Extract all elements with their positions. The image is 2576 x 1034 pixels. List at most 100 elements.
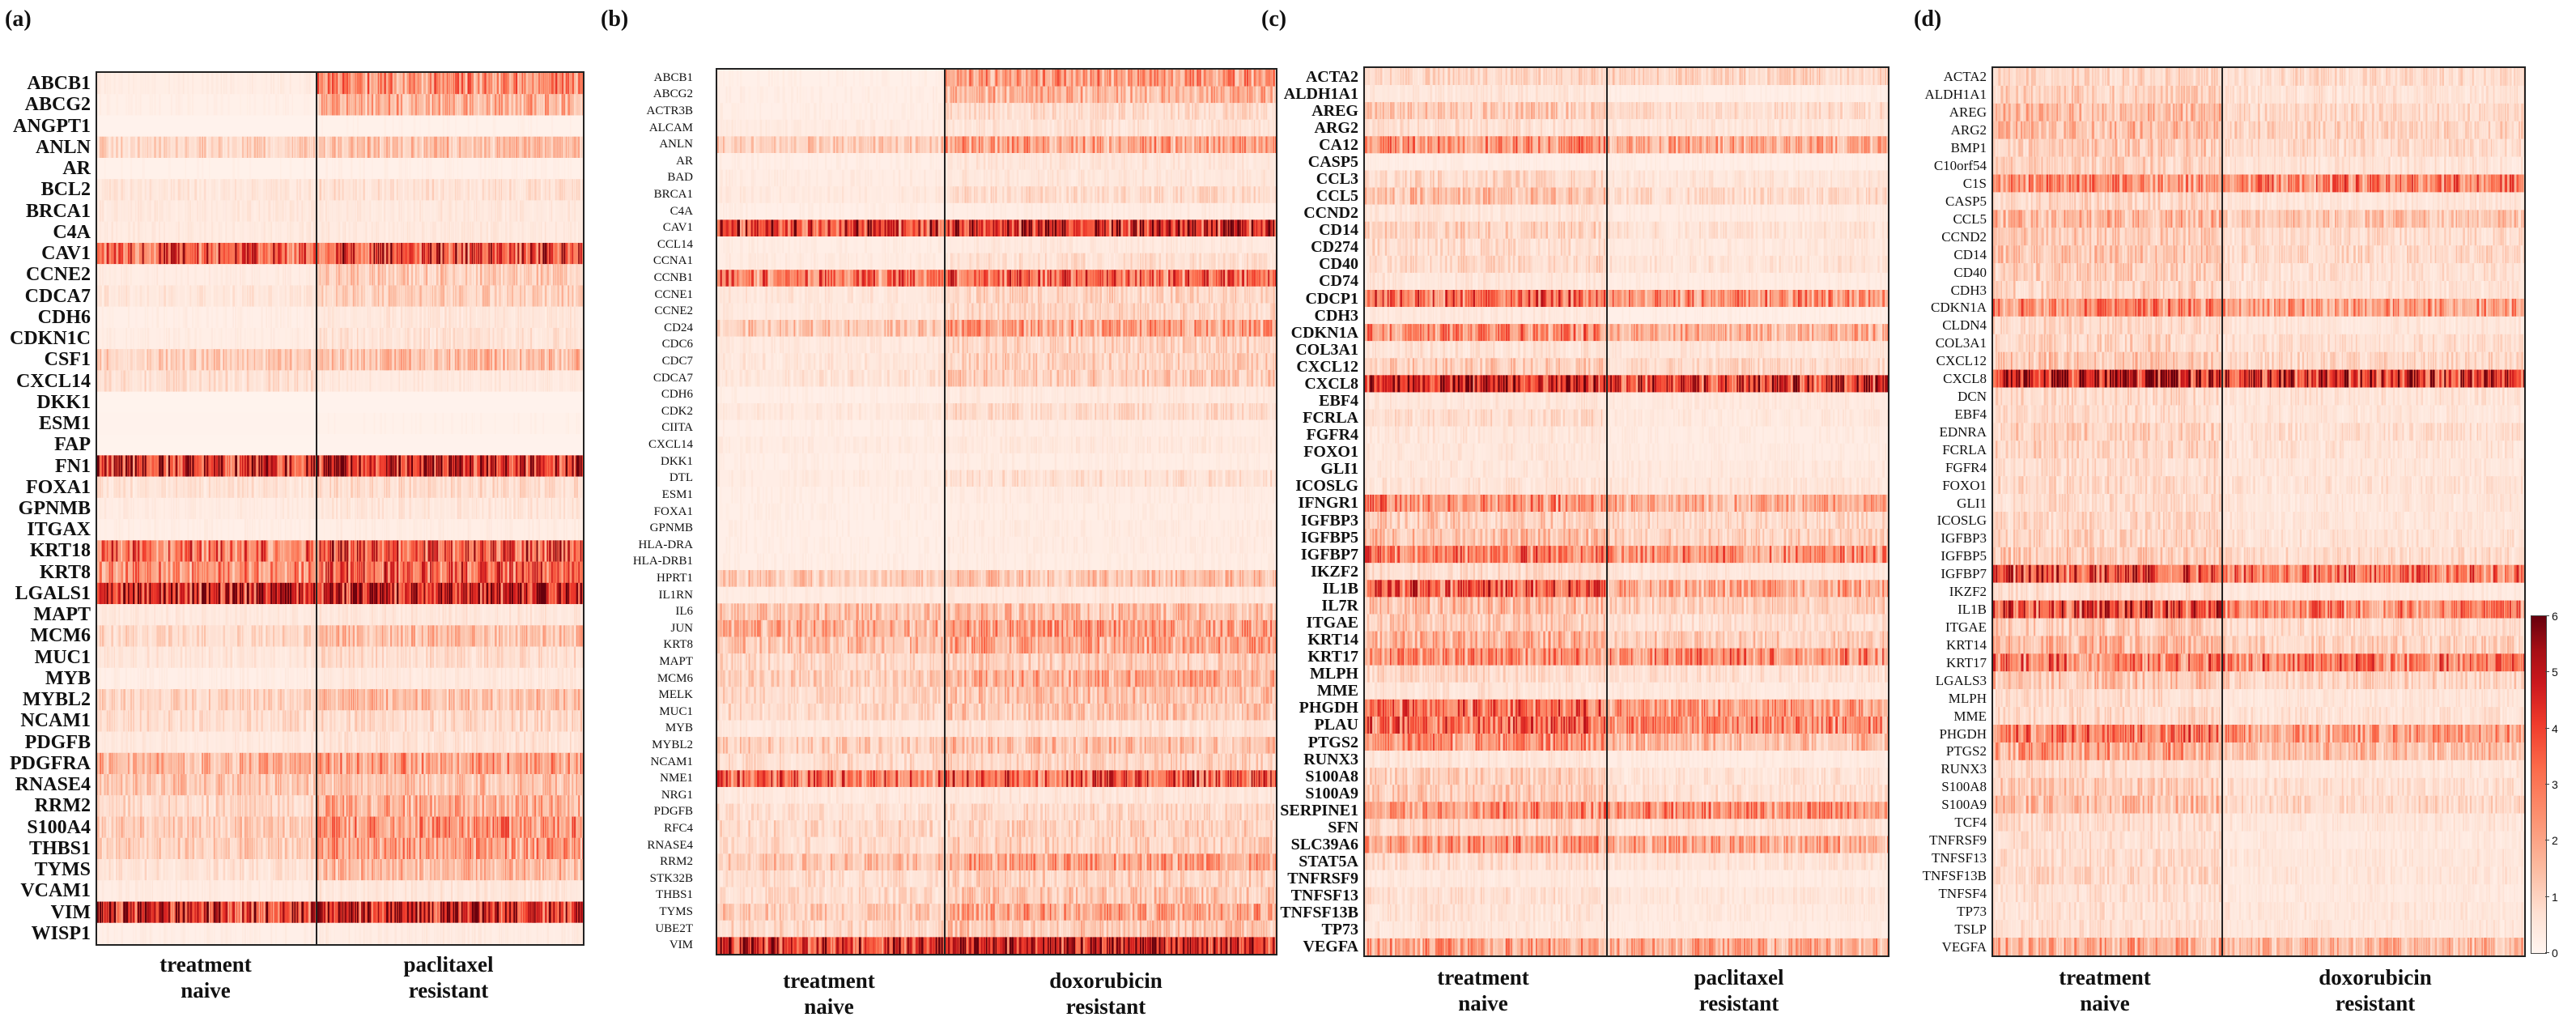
heat-cell [406, 221, 409, 244]
heat-cell [465, 94, 468, 117]
heat-cell [430, 285, 431, 308]
heat-cell [99, 136, 102, 159]
heat-cell [394, 561, 397, 584]
heat-cell [99, 582, 102, 605]
heat-cell [515, 561, 518, 584]
heat-cell [517, 561, 520, 584]
heat-cell [311, 370, 313, 393]
heat-cell [373, 412, 376, 435]
heat-cell [338, 625, 340, 648]
heat-cell [580, 370, 583, 393]
heat-cell [561, 157, 563, 180]
heat-cell [128, 306, 130, 329]
heat-cell [419, 604, 422, 626]
heat-cell [118, 349, 121, 372]
heat-cell [240, 497, 243, 520]
heat-cell [340, 667, 342, 690]
heat-cell [402, 646, 404, 669]
heat-cell [244, 625, 247, 648]
heat-cell [101, 582, 104, 605]
heat-cell [311, 200, 313, 223]
heat-cell [384, 94, 387, 117]
heat-cell [438, 582, 440, 605]
heat-cell [388, 370, 390, 393]
heat-cell [528, 200, 530, 223]
heat-cell [500, 349, 504, 372]
heat-cell [426, 221, 427, 244]
heat-cell [130, 285, 133, 308]
heat-cell [154, 561, 156, 584]
heat-cell [284, 540, 287, 563]
heat-cell [401, 667, 403, 690]
heat-cell [263, 455, 266, 478]
heat-cell [576, 136, 579, 159]
heat-cell [237, 73, 240, 95]
heat-cell [394, 476, 396, 499]
heat-cell [390, 370, 393, 393]
heat-cell [296, 242, 299, 265]
heat-cell [377, 561, 380, 584]
heat-cell [536, 179, 539, 202]
heat-cell [213, 327, 216, 350]
heat-cell [106, 370, 109, 393]
heat-cell [511, 157, 513, 180]
heat-cell [457, 646, 459, 669]
heat-cell [334, 646, 336, 669]
heat-cell [199, 604, 202, 626]
heat-cell [266, 221, 268, 244]
heat-cell [106, 561, 109, 584]
heat-cell [329, 136, 331, 159]
heat-cell [448, 115, 450, 138]
heat-cell [580, 646, 582, 669]
heat-cell [386, 136, 389, 159]
heat-cell [401, 349, 402, 372]
heat-cell [515, 540, 517, 563]
heat-cell [185, 582, 188, 605]
heat-cell [555, 540, 557, 563]
heat-cell [133, 497, 134, 520]
heat-cell [352, 497, 355, 520]
heat-cell [451, 646, 453, 669]
heat-cell [482, 136, 484, 159]
heat-cell [206, 646, 208, 669]
heat-cell [352, 349, 355, 372]
heat-cell [334, 625, 336, 648]
heat-cell [194, 497, 197, 520]
heat-cell [125, 646, 128, 669]
heat-cell [380, 242, 382, 265]
heat-cell [336, 519, 338, 541]
heat-cell [128, 349, 130, 372]
heat-cell [561, 94, 563, 117]
heat-cell [213, 455, 216, 478]
heat-cell [161, 625, 164, 648]
heat-cell [321, 285, 324, 308]
heat-cell [210, 455, 213, 478]
heat-cell [455, 582, 457, 605]
heat-cell [434, 136, 436, 159]
heat-cell [380, 604, 382, 626]
heat-cell [192, 455, 194, 478]
heat-cell [545, 264, 547, 287]
heat-cell [294, 519, 296, 541]
heat-cell [419, 519, 423, 541]
heat-cell [561, 497, 563, 520]
heat-cell [377, 306, 380, 329]
heat-cell [123, 604, 125, 626]
heat-cell [384, 455, 386, 478]
heat-cell [486, 136, 488, 159]
heat-cell [549, 519, 551, 541]
heat-cell [299, 519, 301, 541]
heat-cell [284, 179, 287, 202]
heat-cell [574, 200, 576, 223]
heat-cell [546, 264, 549, 287]
heat-cell [308, 221, 312, 244]
heat-cell [332, 306, 334, 329]
heat-cell [534, 73, 536, 95]
heat-cell [373, 540, 376, 563]
heat-cell [355, 455, 357, 478]
heat-cell [266, 604, 267, 626]
heat-cell [299, 136, 301, 159]
heat-cell [448, 455, 451, 478]
heat-cell [321, 327, 324, 350]
heat-cell [492, 200, 495, 223]
